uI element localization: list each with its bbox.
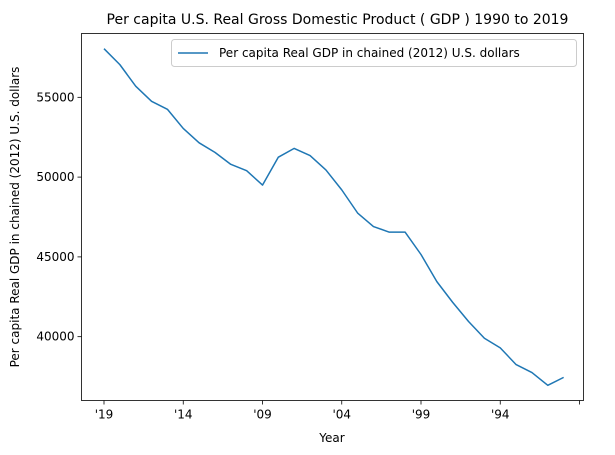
data-point bbox=[499, 347, 501, 349]
legend-label: Per capita Real GDP in chained (2012) U.… bbox=[219, 46, 520, 60]
series-line bbox=[103, 48, 564, 387]
data-point bbox=[547, 384, 549, 386]
data-point bbox=[436, 281, 438, 283]
data-point bbox=[468, 321, 470, 323]
x-tick-label: '99 bbox=[412, 408, 431, 422]
data-point bbox=[119, 64, 121, 66]
data-point bbox=[372, 226, 374, 228]
data-point bbox=[277, 156, 279, 158]
data-point bbox=[166, 108, 168, 110]
data-point bbox=[214, 151, 216, 153]
data-point bbox=[563, 376, 565, 378]
chart-title: Per capita U.S. Real Gross Domestic Prod… bbox=[107, 12, 569, 28]
data-point bbox=[198, 142, 200, 144]
y-tick-label: 50000 bbox=[36, 170, 74, 184]
y-tick-label: 40000 bbox=[36, 330, 74, 344]
data-point bbox=[309, 155, 311, 157]
data-point bbox=[483, 337, 485, 339]
y-tick-label: 45000 bbox=[36, 250, 74, 264]
x-tick-label: '04 bbox=[332, 408, 351, 422]
data-point bbox=[388, 231, 390, 233]
x-axis: '19 '14 '09 '04 '99 '94 bbox=[95, 400, 580, 422]
data-point bbox=[325, 169, 327, 171]
data-point bbox=[404, 231, 406, 233]
plot-frame bbox=[81, 33, 584, 401]
legend-box bbox=[171, 39, 577, 67]
data-point bbox=[103, 48, 105, 50]
data-point bbox=[246, 170, 248, 172]
data-point bbox=[452, 301, 454, 303]
x-tick-label: '09 bbox=[253, 408, 272, 422]
x-tick-label: '94 bbox=[491, 408, 510, 422]
data-point bbox=[515, 364, 517, 366]
data-point bbox=[182, 127, 184, 129]
x-tick-label: '19 bbox=[95, 408, 114, 422]
data-point bbox=[357, 212, 359, 214]
data-point bbox=[293, 147, 295, 149]
x-tick-label: '14 bbox=[174, 408, 193, 422]
data-point bbox=[262, 184, 264, 186]
data-point bbox=[230, 163, 232, 165]
y-tick-label: 55000 bbox=[36, 90, 74, 104]
data-point bbox=[341, 189, 343, 191]
y-axis-label: Per capita Real GDP in chained (2012) U.… bbox=[8, 67, 22, 368]
legend: Per capita Real GDP in chained (2012) U.… bbox=[171, 39, 577, 67]
data-point bbox=[420, 254, 422, 256]
x-axis-label: Year bbox=[318, 431, 344, 445]
data-point bbox=[531, 372, 533, 374]
y-axis: 40000 45000 50000 55000 bbox=[36, 90, 82, 344]
plot-area bbox=[81, 33, 584, 401]
data-point bbox=[135, 85, 137, 87]
series-points bbox=[103, 48, 565, 387]
data-point bbox=[151, 100, 153, 102]
